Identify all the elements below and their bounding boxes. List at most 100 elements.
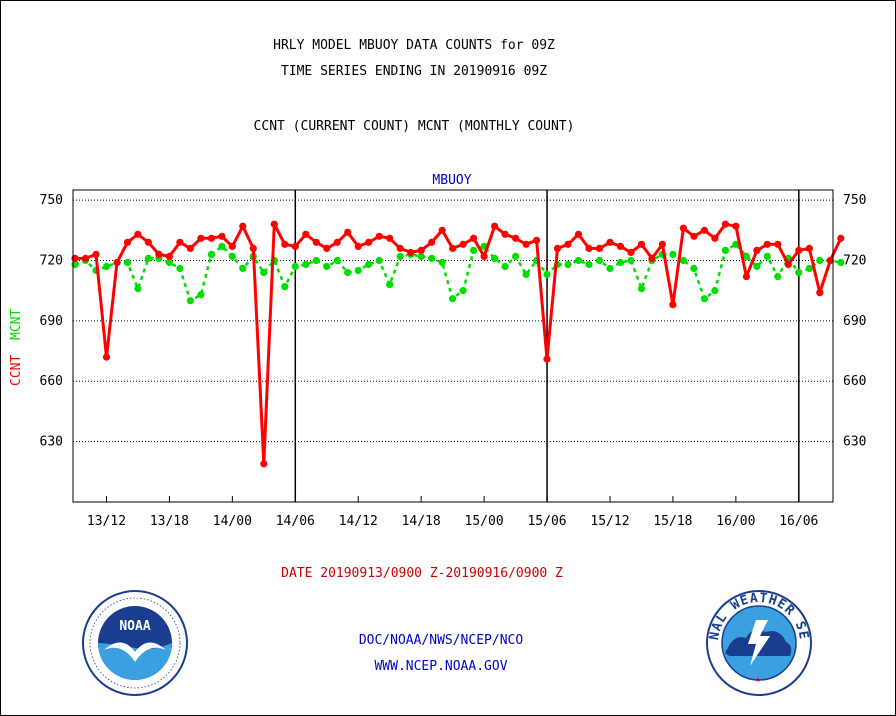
data-point-mcnt bbox=[679, 256, 688, 265]
data-point-ccnt bbox=[407, 248, 415, 256]
data-point-mcnt bbox=[449, 295, 457, 303]
header-line-1: HRLY MODEL MBUOY DATA COUNTS for 09Z bbox=[273, 38, 555, 53]
data-point-ccnt bbox=[763, 240, 771, 248]
nws-logo: NATIONAL WEATHER SERVICE bbox=[706, 590, 812, 696]
y-tick-label-left: 750 bbox=[40, 193, 63, 208]
x-tick-label: 14/06 bbox=[276, 514, 315, 529]
data-point-ccnt bbox=[700, 226, 709, 234]
series-line-mcnt bbox=[74, 243, 842, 302]
data-point-ccnt bbox=[155, 250, 163, 258]
x-tick-label: 13/18 bbox=[150, 514, 189, 529]
data-point-ccnt bbox=[344, 228, 352, 236]
data-point-ccnt bbox=[606, 238, 614, 246]
data-point-mcnt bbox=[763, 252, 771, 260]
data-point-mcnt bbox=[795, 268, 803, 277]
data-point-mcnt bbox=[438, 258, 446, 267]
data-point-ccnt bbox=[176, 238, 184, 246]
data-point-mcnt bbox=[354, 266, 362, 275]
data-point-ccnt bbox=[774, 240, 782, 248]
data-point-ccnt bbox=[816, 289, 824, 297]
data-point-mcnt bbox=[165, 258, 173, 267]
data-point-ccnt bbox=[123, 238, 132, 246]
data-point-mcnt bbox=[186, 297, 194, 305]
data-point-ccnt bbox=[522, 240, 530, 248]
data-point-mcnt bbox=[627, 256, 635, 265]
data-point-ccnt bbox=[333, 238, 341, 246]
x-tick-label: 16/06 bbox=[779, 514, 818, 529]
data-point-mcnt bbox=[386, 281, 394, 289]
y-tick-label-left: 660 bbox=[40, 374, 63, 389]
data-point-mcnt bbox=[711, 287, 719, 295]
data-point-mcnt bbox=[302, 260, 310, 269]
data-point-mcnt bbox=[805, 264, 813, 273]
data-point-mcnt bbox=[837, 258, 845, 267]
data-point-mcnt bbox=[428, 254, 436, 262]
x-tick-label: 15/18 bbox=[653, 514, 692, 529]
data-point-mcnt bbox=[459, 287, 467, 295]
data-point-ccnt bbox=[438, 226, 446, 234]
data-point-ccnt bbox=[270, 220, 278, 228]
series-layer bbox=[71, 220, 845, 468]
data-point-mcnt bbox=[774, 273, 782, 281]
noaa-logo: NOAA bbox=[82, 590, 188, 696]
data-point-ccnt bbox=[627, 248, 635, 256]
x-tick-label: 15/00 bbox=[465, 514, 504, 529]
data-point-ccnt bbox=[113, 258, 121, 267]
data-point-ccnt bbox=[795, 246, 803, 254]
data-point-ccnt bbox=[365, 238, 373, 246]
data-point-ccnt bbox=[533, 236, 541, 244]
data-point-ccnt bbox=[511, 234, 520, 242]
data-point-mcnt bbox=[102, 262, 111, 271]
plot-frame bbox=[72, 189, 834, 503]
data-point-ccnt bbox=[375, 232, 383, 240]
data-point-ccnt bbox=[637, 240, 646, 248]
data-point-mcnt bbox=[574, 256, 583, 265]
y-tick-label-left: 630 bbox=[40, 435, 63, 450]
url-link[interactable]: WWW.NCEP.NOAA.GOV bbox=[374, 659, 508, 674]
data-point-mcnt bbox=[134, 285, 142, 293]
data-point-mcnt bbox=[344, 268, 352, 277]
data-point-ccnt bbox=[669, 301, 677, 309]
data-point-mcnt bbox=[281, 283, 289, 291]
x-tick-label: 16/00 bbox=[716, 514, 755, 529]
data-point-mcnt bbox=[365, 260, 373, 269]
data-point-ccnt bbox=[753, 246, 761, 254]
data-point-mcnt bbox=[606, 264, 614, 273]
data-point-ccnt bbox=[480, 252, 488, 260]
x-tick-label: 15/12 bbox=[590, 514, 629, 529]
x-tick-label: 15/06 bbox=[527, 514, 566, 529]
data-point-ccnt bbox=[648, 254, 656, 262]
data-point-mcnt bbox=[239, 264, 247, 273]
data-point-ccnt bbox=[218, 232, 226, 240]
data-point-ccnt bbox=[134, 230, 142, 238]
data-point-ccnt bbox=[312, 238, 320, 246]
data-point-ccnt bbox=[228, 242, 236, 250]
data-point-ccnt bbox=[92, 250, 100, 258]
data-point-mcnt bbox=[470, 246, 478, 254]
data-point-mcnt bbox=[700, 295, 709, 303]
data-point-mcnt bbox=[207, 250, 215, 258]
data-point-mcnt bbox=[721, 246, 730, 254]
data-point-mcnt bbox=[501, 262, 509, 271]
data-point-mcnt bbox=[742, 252, 751, 260]
data-point-mcnt bbox=[218, 242, 226, 250]
data-point-mcnt bbox=[291, 262, 299, 271]
axis-labels: 630 630 660 660 690 690 720 720 750 750 13/12 13/18… bbox=[40, 193, 867, 529]
data-point-ccnt bbox=[239, 222, 247, 230]
data-point-ccnt bbox=[711, 234, 719, 242]
y-tick-label-right: 750 bbox=[843, 193, 866, 208]
data-point-mcnt bbox=[375, 256, 383, 265]
data-point-ccnt bbox=[784, 260, 792, 269]
y-tick-label-left: 690 bbox=[40, 314, 63, 329]
data-point-ccnt bbox=[417, 246, 425, 254]
data-point-ccnt bbox=[81, 254, 90, 262]
data-point-mcnt bbox=[511, 252, 520, 260]
data-point-ccnt bbox=[291, 242, 299, 250]
org-text: DOC/NOAA/NWS/NCEP/NCO bbox=[358, 633, 524, 648]
data-point-mcnt bbox=[333, 256, 341, 265]
data-point-ccnt bbox=[837, 234, 845, 242]
data-point-ccnt bbox=[721, 220, 730, 228]
y-tick-label-left: 720 bbox=[40, 253, 63, 268]
data-point-ccnt bbox=[595, 244, 604, 252]
